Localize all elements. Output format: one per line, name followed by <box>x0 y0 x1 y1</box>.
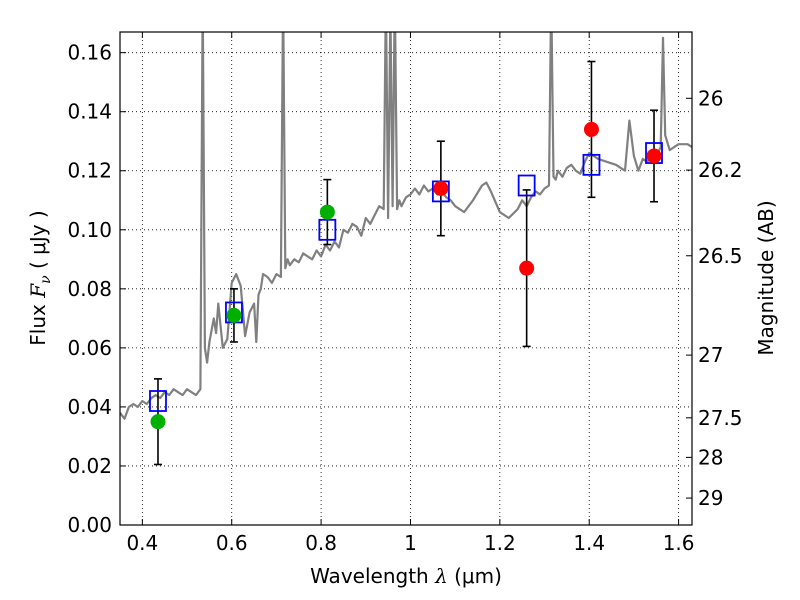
observed-red-point <box>646 148 662 164</box>
plot-frame <box>119 31 693 526</box>
y2-tick-label: 28 <box>698 445 723 469</box>
observed-red-point <box>433 180 449 196</box>
x-tick-label: 1.4 <box>573 531 605 555</box>
observed-red-point <box>519 260 535 276</box>
y-tick-label: 0.16 <box>67 41 112 65</box>
y2-tick-label: 29 <box>698 486 723 510</box>
y-tick-label: 0.12 <box>67 159 112 183</box>
model-sed-line <box>120 32 692 420</box>
y-tick-label: 0.14 <box>67 100 112 124</box>
y2-axis-label: Magnitude (AB) <box>754 200 778 355</box>
x-tick-label: 0.4 <box>126 531 158 555</box>
observed-green-point <box>319 204 335 220</box>
x-tick-label: 1 <box>404 531 417 555</box>
y-axis-label: Flux Fν ( μJy ) <box>26 210 54 345</box>
y-tick-label: 0.02 <box>67 454 112 478</box>
y-tick-label: 0.08 <box>67 277 112 301</box>
y-tick-label: 0.00 <box>67 513 112 537</box>
y-tick-label: 0.04 <box>67 395 112 419</box>
observed-green-point <box>226 307 242 323</box>
x-tick-label: 1.6 <box>663 531 695 555</box>
x-tick-label: 1.2 <box>484 531 516 555</box>
axis-ticks: 0.4 0.6 0.8 1 1.2 1.4 1.6 0.00 0.02 0.04 0.06 0.08 0… <box>67 32 743 555</box>
grid <box>120 32 692 526</box>
y-tick-label: 0.10 <box>67 218 112 242</box>
observed-green-point <box>150 414 166 430</box>
model-photometry-point <box>318 218 337 241</box>
model-photometry-point <box>149 390 167 412</box>
model-photometry-point <box>517 174 536 197</box>
plot-area <box>120 32 692 466</box>
y2-tick-label: 26.5 <box>698 244 743 268</box>
model-photometry-point <box>582 153 601 176</box>
y2-tick-label: 27 <box>698 343 723 367</box>
y2-tick-label: 26.2 <box>698 158 743 182</box>
y2-tick-label: 27.5 <box>698 406 743 430</box>
x-tick-label: 0.8 <box>305 531 337 555</box>
y-tick-label: 0.06 <box>67 336 112 360</box>
observed-red-point <box>583 121 599 137</box>
x-axis-label: Wavelength λ (μm) <box>310 564 502 588</box>
x-tick-label: 0.6 <box>216 531 248 555</box>
y2-tick-label: 26 <box>698 86 723 110</box>
